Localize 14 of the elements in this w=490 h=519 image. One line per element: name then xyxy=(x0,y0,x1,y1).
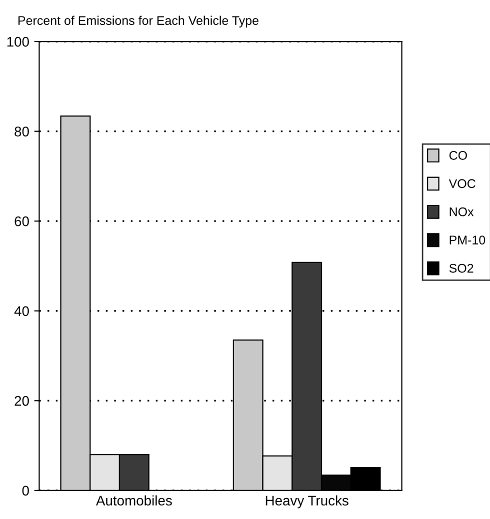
legend-label: CO xyxy=(449,150,467,160)
y-tick-label: 80 xyxy=(14,126,29,136)
legend-label: PM-10 xyxy=(450,236,486,244)
y-tick-label: 100 xyxy=(7,36,29,47)
y-tick-label: 0 xyxy=(22,486,29,496)
chart-title: Percent of Emissions for Each Vehicle Type xyxy=(18,16,258,28)
legend-label: NOx xyxy=(450,207,474,216)
y-tick-label: 40 xyxy=(14,306,29,316)
x-tick-label: Heavy Trucks xyxy=(266,495,348,508)
y-tick-label: 20 xyxy=(14,396,29,406)
x-tick-label: Automobiles xyxy=(96,495,172,506)
y-tick-label: 60 xyxy=(14,216,29,226)
legend-label: VOC xyxy=(448,179,476,188)
legend-label: SO2 xyxy=(449,264,474,273)
